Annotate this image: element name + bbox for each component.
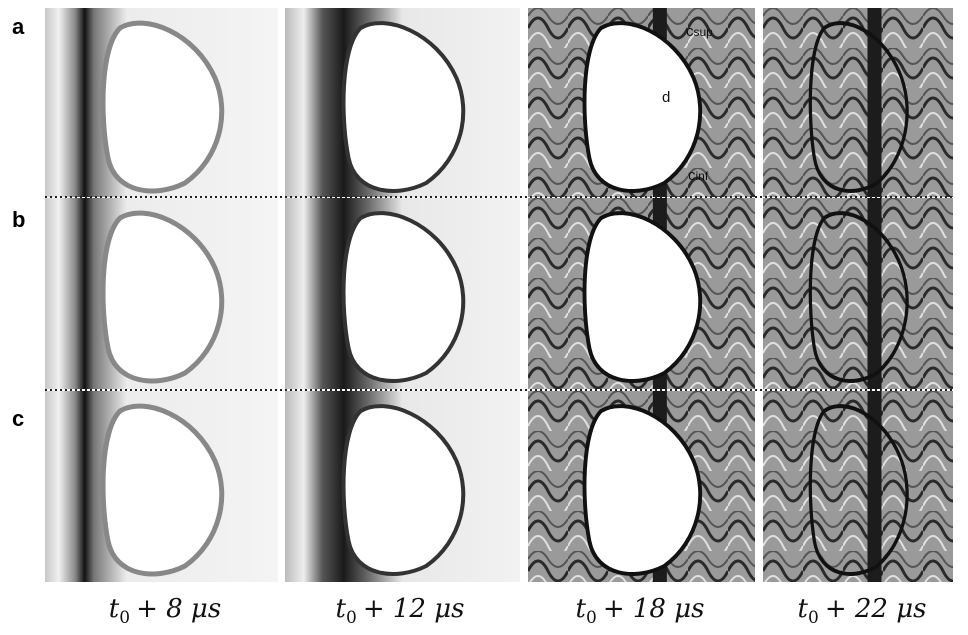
column-caption: t0 + 22 μs: [798, 594, 927, 628]
droplet: [808, 404, 909, 576]
caption-variable: t: [576, 594, 587, 624]
image-panel: [285, 391, 520, 582]
droplet: [100, 403, 225, 577]
caption-expression: + 18 μs: [603, 594, 705, 624]
caption-expression: + 8 μs: [136, 594, 221, 624]
caption-expression: + 12 μs: [363, 594, 465, 624]
image-panel: [763, 391, 953, 582]
image-panel: [285, 8, 520, 197]
row-label: a: [12, 14, 25, 39]
droplet: [100, 20, 225, 194]
panel-background: [763, 391, 953, 582]
image-panel: [45, 198, 278, 389]
row-label: b: [12, 207, 25, 232]
droplet: [808, 21, 909, 193]
annotation: csup: [686, 23, 713, 40]
annotation: cinf: [688, 167, 709, 184]
image-panel: [763, 8, 953, 197]
column-caption: t0 + 8 μs: [109, 594, 221, 628]
dark-band: [867, 198, 882, 389]
droplet: [341, 21, 466, 193]
caption-subscript: 0: [808, 608, 819, 628]
panel-background: [763, 198, 953, 389]
image-panel: [528, 198, 755, 389]
column-caption: t0 + 18 μs: [576, 594, 705, 628]
column-caption: t0 + 12 μs: [336, 594, 465, 628]
caption-subscript: 0: [586, 608, 597, 628]
droplet: [582, 21, 703, 193]
dark-band: [867, 391, 882, 582]
caption-subscript: 0: [346, 608, 357, 628]
annotation: d: [662, 89, 670, 106]
image-panel: [528, 8, 755, 197]
panel-background: [763, 8, 953, 197]
row-label: c: [12, 406, 24, 431]
droplet: [808, 211, 909, 383]
caption-variable: t: [798, 594, 809, 624]
droplet: [341, 404, 466, 576]
caption-variable: t: [109, 594, 120, 624]
image-panel: [45, 8, 278, 197]
dark-band: [867, 8, 882, 197]
caption-variable: t: [336, 594, 347, 624]
image-panel: [528, 391, 755, 582]
droplet: [582, 404, 703, 576]
droplet: [341, 211, 466, 383]
caption-subscript: 0: [119, 608, 130, 628]
image-panel: [285, 198, 520, 389]
droplet: [582, 211, 703, 383]
image-panel: [45, 391, 278, 582]
image-panel: [763, 198, 953, 389]
droplet: [100, 210, 225, 384]
caption-expression: + 22 μs: [825, 594, 927, 624]
